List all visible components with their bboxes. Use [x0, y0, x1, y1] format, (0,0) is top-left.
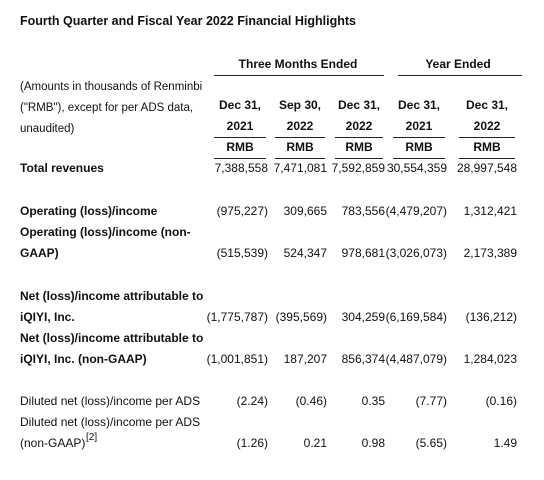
header-year-underline [398, 75, 522, 76]
table-cell-value: 28,997,548 [456, 161, 517, 175]
table-cell-value: 30,554,359 [386, 161, 447, 175]
row-label: Operating (loss)/income (non- [20, 225, 191, 239]
column-header-date: Dec 31, [218, 98, 262, 112]
column-header-underline [275, 158, 325, 159]
table-cell-value: 0.21 [303, 436, 327, 450]
column-header-date: Dec 31, [397, 98, 441, 112]
header-three-months-underline [214, 75, 384, 76]
table-cell-value: 304,259 [341, 310, 385, 324]
row-label: GAAP) [20, 246, 59, 260]
table-cell-value: 524,347 [283, 246, 327, 260]
amounts-note-line-3: unaudited) [20, 123, 75, 135]
table-cell-value: (0.16) [485, 394, 517, 408]
table-cell-value: 1,284,023 [463, 352, 517, 366]
column-header-underline [459, 158, 515, 159]
table-cell-value: 0.98 [361, 436, 385, 450]
column-header-underline [214, 158, 266, 159]
table-cell-value: 7,471,081 [273, 161, 327, 175]
column-header-year: 2022 [286, 119, 314, 133]
table-cell-value: (6,169,584) [385, 310, 447, 324]
column-header-underline [335, 137, 383, 138]
row-label: Net (loss)/income attributable to [20, 331, 204, 345]
table-cell-value: (7.77) [415, 394, 447, 408]
header-three-months-ended: Three Months Ended [238, 57, 358, 71]
table-cell-value: (1,775,787) [206, 310, 268, 324]
table-cell-value: 783,556 [341, 204, 385, 218]
column-header-year: 2022 [345, 119, 373, 133]
row-label: iQIYI, Inc. (non-GAAP) [20, 352, 147, 366]
column-header-underline [335, 158, 383, 159]
column-header-date: Sep 30, [278, 98, 322, 112]
table-cell-value: (975,227) [216, 204, 268, 218]
amounts-note-line-1: (Amounts in thousands of Renminbi [20, 81, 203, 93]
column-header-underline [393, 137, 445, 138]
table-cell-value: (2.24) [236, 394, 268, 408]
table-cell-value: 1.49 [493, 436, 517, 450]
column-header-unit: RMB [226, 140, 254, 154]
table-cell-value: (5.65) [415, 436, 447, 450]
table-cell-value: (0.46) [295, 394, 327, 408]
row-label: Operating (loss)/income [20, 204, 158, 218]
table-cell-value: 856,374 [341, 352, 385, 366]
footnote-marker: [2] [86, 432, 98, 443]
header-year-ended: Year Ended [425, 57, 491, 71]
row-label: Diluted net (loss)/income per ADS [20, 415, 201, 429]
column-header-underline [459, 137, 515, 138]
column-header-unit: RMB [286, 140, 314, 154]
table-cell-value: (4,479,207) [385, 204, 447, 218]
column-header-unit: RMB [473, 140, 501, 154]
row-label: (non-GAAP) [20, 436, 86, 450]
table-cell-value: 978,681 [341, 246, 385, 260]
column-header-year: 2021 [226, 119, 254, 133]
column-header-date: Dec 31, [465, 98, 509, 112]
column-header-underline [275, 137, 325, 138]
column-header-unit: RMB [405, 140, 433, 154]
table-cell-value: 309,665 [283, 204, 327, 218]
table-cell-value: 2,173,389 [463, 246, 517, 260]
table-cell-value: 7,388,558 [214, 161, 268, 175]
column-header-unit: RMB [345, 140, 373, 154]
table-cell-value: (4,487,079) [385, 352, 447, 366]
table-cell-value: (1.26) [236, 436, 268, 450]
amounts-note-line-2: ("RMB"), except for per ADS data, [20, 102, 194, 114]
column-header-date: Dec 31, [337, 98, 381, 112]
column-header-year: 2021 [405, 119, 433, 133]
page-title: Fourth Quarter and Fiscal Year 2022 Fina… [20, 14, 356, 28]
column-header-underline [393, 158, 445, 159]
table-cell-value: 1,312,421 [463, 204, 517, 218]
table-cell-value: (3,026,073) [385, 246, 447, 260]
table-cell-value: 0.35 [361, 394, 385, 408]
row-label: Diluted net (loss)/income per ADS [20, 394, 201, 408]
table-cell-value: (1,001,851) [206, 352, 268, 366]
table-cell-value: (136,212) [465, 310, 517, 324]
row-label: Net (loss)/income attributable to [20, 289, 204, 303]
column-header-year: 2022 [473, 119, 501, 133]
row-label: iQIYI, Inc. [20, 310, 75, 324]
table-cell-value: 187,207 [283, 352, 327, 366]
table-cell-value: 7,592,859 [331, 161, 385, 175]
table-cell-value: (395,569) [275, 310, 327, 324]
row-label: Total revenues [20, 161, 104, 175]
column-header-underline [214, 137, 266, 138]
table-cell-value: (515,539) [216, 246, 268, 260]
